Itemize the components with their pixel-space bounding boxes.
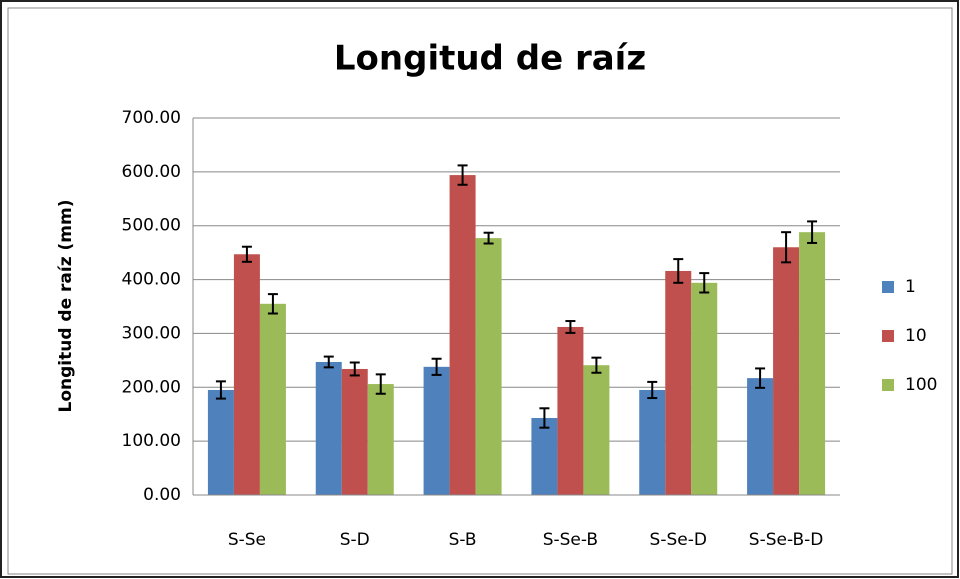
y-tick-label: 300.00: [122, 323, 181, 343]
bar: [799, 232, 826, 496]
y-tick-label: 100.00: [122, 431, 181, 451]
y-axis-label: Longitud de raíz (mm): [56, 199, 76, 412]
y-tick-label: 600.00: [122, 162, 181, 182]
bar: [747, 378, 774, 495]
error-bar: [215, 380, 226, 400]
bar: [207, 389, 234, 495]
legend-label: 100: [905, 375, 937, 395]
legend-label: 1: [905, 277, 916, 297]
bar: [423, 366, 450, 495]
legend-swatch: [882, 281, 894, 293]
y-tick-label: 500.00: [122, 216, 181, 236]
y-tick-label: 700.00: [122, 108, 181, 128]
error-bar: [591, 356, 602, 374]
y-tick-label: 400.00: [122, 270, 181, 290]
error-bar: [699, 272, 710, 294]
error-bar: [807, 220, 818, 244]
error-bar: [647, 380, 658, 400]
error-bar: [267, 293, 278, 315]
bar: [531, 417, 558, 495]
bar: [475, 238, 502, 495]
bar: [691, 282, 718, 495]
x-tick-label: S-Se-B-D: [749, 530, 824, 550]
legend-swatch: [882, 379, 894, 391]
y-tick-label: 200.00: [122, 377, 181, 397]
error-bar: [565, 320, 576, 334]
error-bar: [375, 373, 386, 395]
error-bar: [539, 407, 550, 429]
bar: [557, 326, 584, 495]
bar: [639, 389, 666, 495]
error-bar: [241, 245, 252, 263]
error-bar: [755, 367, 766, 389]
x-tick-label: S-Se-B: [543, 530, 598, 550]
bar: [367, 384, 394, 495]
bar: [259, 303, 286, 495]
error-bar: [349, 361, 360, 377]
error-bar: [673, 258, 684, 284]
bar: [583, 365, 610, 495]
error-bar: [431, 357, 442, 376]
error-bar: [457, 164, 468, 186]
bar: [233, 254, 260, 495]
chart-title: Longitud de raíz: [334, 39, 646, 79]
x-tick-label: S-Se: [228, 530, 266, 550]
error-bar: [781, 231, 792, 264]
bar: [665, 270, 692, 495]
bar: [773, 247, 800, 495]
bar: [449, 175, 476, 496]
x-tick-label: S-B: [449, 530, 477, 550]
bar: [341, 368, 368, 495]
legend-label: 10: [905, 326, 927, 346]
x-tick-label: S-D: [340, 530, 370, 550]
bar: [315, 361, 342, 495]
legend-swatch: [882, 330, 894, 342]
x-tick-label: S-Se-D: [650, 530, 707, 550]
error-bar: [483, 231, 494, 245]
y-tick-label: 0.00: [143, 485, 181, 505]
error-bar: [323, 355, 334, 369]
